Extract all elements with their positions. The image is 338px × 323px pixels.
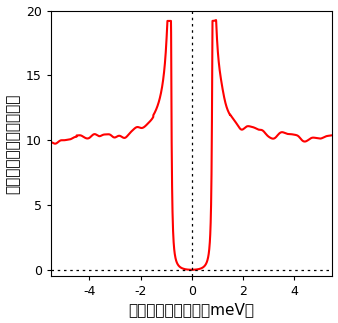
X-axis label: 電子のエネルギー（meV）: 電子のエネルギー（meV） — [129, 302, 255, 318]
Y-axis label: トンネルコンダクタンス: トンネルコンダクタンス — [5, 93, 21, 193]
